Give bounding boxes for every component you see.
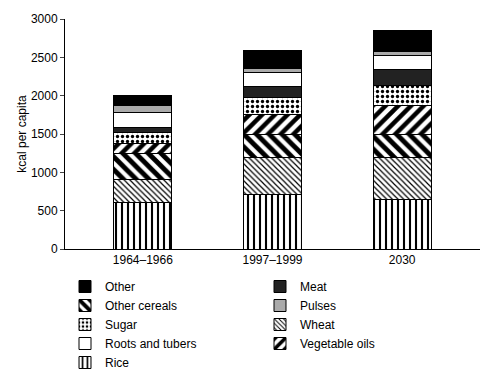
svg-text:Meat: Meat [300,280,327,294]
svg-text:Vegetable oils: Vegetable oils [300,337,375,351]
svg-text:Roots and tubers: Roots and tubers [105,337,196,351]
svg-text:0: 0 [51,242,58,256]
svg-text:1964–1966: 1964–1966 [113,253,173,267]
svg-text:500: 500 [38,204,58,218]
svg-text:1000: 1000 [31,166,58,180]
svg-text:1500: 1500 [31,127,58,141]
svg-text:Sugar: Sugar [105,318,137,332]
svg-text:Wheat: Wheat [300,318,335,332]
svg-text:Other cereals: Other cereals [105,299,177,313]
svg-text:3000: 3000 [31,12,58,26]
svg-text:2500: 2500 [31,51,58,65]
svg-text:2000: 2000 [31,89,58,103]
svg-text:Other: Other [105,280,135,294]
svg-text:Rice: Rice [105,356,129,370]
svg-text:1997–1999: 1997–1999 [242,253,302,267]
svg-text:kcal per capita: kcal per capita [15,95,29,173]
svg-text:Pulses: Pulses [300,299,336,313]
svg-text:2030: 2030 [389,253,416,267]
